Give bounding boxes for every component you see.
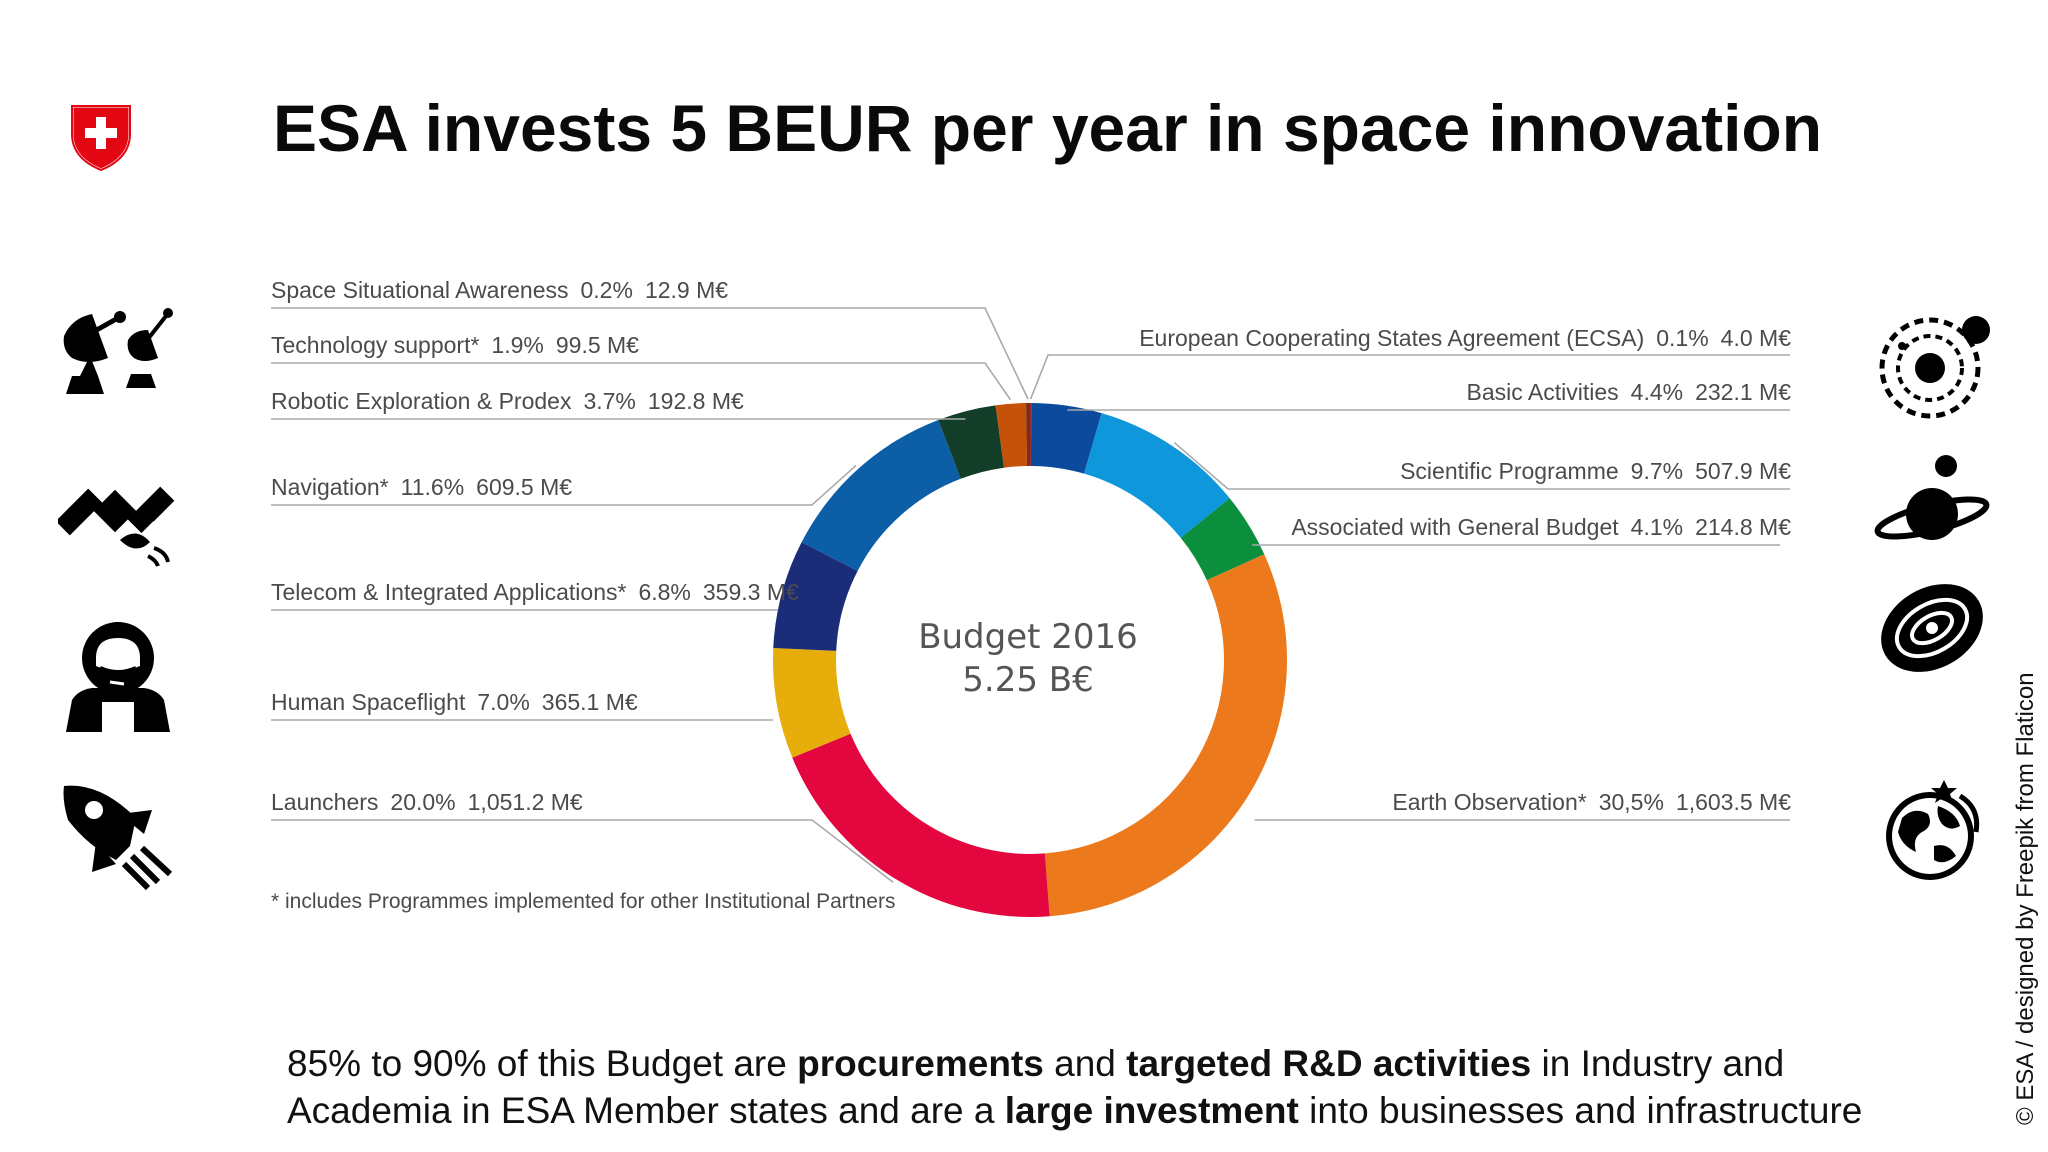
label-navigation: Navigation* 11.6% 609.5 M€	[271, 473, 572, 501]
label-earth-observation: Earth Observation* 30,5% 1,603.5 M€	[1392, 788, 1791, 816]
label-name: Scientific Programme	[1400, 458, 1619, 484]
label-amount: 365.1 M€	[541, 689, 638, 715]
summary-text: 85% to 90% of this Budget are procuremen…	[287, 1040, 1967, 1134]
label-name: Technology support*	[271, 332, 480, 358]
donut-slice-earth-observation	[1044, 554, 1287, 917]
leader-line-european-cooperating-states-agreement-ecsa	[1029, 354, 1790, 400]
planet-icon	[1874, 455, 1990, 540]
label-name: Associated with General Budget	[1291, 514, 1619, 540]
label-name: Basic Activities	[1466, 379, 1619, 405]
page-title: ESA invests 5 BEUR per year in space inn…	[273, 91, 1823, 165]
label-amount: 192.8 M€	[647, 388, 744, 414]
label-amount: 507.9 M€	[1695, 458, 1791, 484]
label-amount: 1,051.2 M€	[467, 789, 583, 815]
label-percent: 0.1%	[1656, 325, 1709, 351]
donut-slice-human-spaceflight	[773, 647, 851, 758]
donut-slice-robotic-exploration-prodex	[938, 405, 1004, 479]
leader-line-technology-support	[271, 362, 1012, 401]
label-associated-general-budget: Associated with General Budget 4.1% 214.8 …	[1291, 513, 1791, 541]
earth-orbit-icon	[1886, 780, 1980, 880]
chart-footnote: * includes Programmes implemented for ot…	[271, 890, 896, 913]
satellite-dish-icon	[63, 308, 173, 394]
label-amount: 359.3 M€	[702, 579, 799, 605]
leader-line-navigation	[271, 464, 857, 506]
summary-text-part: Academia in ESA Member states and are a	[287, 1090, 1005, 1131]
donut-slice-telecom-integrated-applications	[773, 542, 858, 651]
label-amount: 609.5 M€	[476, 474, 573, 500]
label-amount: 232.1 M€	[1695, 379, 1791, 405]
label-human-spaceflight: Human Spaceflight 7.0% 365.1 M€	[271, 688, 638, 716]
label-amount: 12.9 M€	[644, 277, 729, 303]
galaxy-icon	[1881, 584, 1983, 672]
image-credit: © ESA / designed by Freepik from Flatico…	[2012, 672, 2039, 1125]
summary-text-part: into businesses and infrastructure	[1298, 1090, 1863, 1131]
chart-center-line1: Budget 2016	[918, 617, 1138, 657]
donut-slice-technology-support	[995, 403, 1028, 468]
label-name: Launchers	[271, 789, 379, 815]
label-percent: 0.2%	[580, 277, 633, 303]
label-amount: 99.5 M€	[555, 332, 639, 358]
summary-bold-part: targeted R&D activities	[1126, 1043, 1532, 1084]
label-telecom: Telecom & Integrated Applications* 6.8% 35…	[271, 578, 799, 606]
label-percent: 4.1%	[1630, 514, 1684, 540]
summary-text-part: in Industry and	[1531, 1043, 1785, 1084]
summary-line-2: Academia in ESA Member states and are a …	[287, 1087, 1967, 1134]
summary-line-1: 85% to 90% of this Budget are procuremen…	[287, 1040, 1967, 1087]
label-percent: 11.6%	[400, 474, 465, 500]
donut-slice-navigation	[801, 419, 961, 571]
label-percent: 4.4%	[1630, 379, 1684, 405]
donut-slice-space-situational-awareness	[1026, 403, 1030, 467]
label-technology-support: Technology support* 1.9% 99.5 M€	[271, 331, 639, 359]
label-space-situational-awareness: Space Situational Awareness 0.2% 12.9 M€	[271, 276, 728, 304]
astronaut-icon	[66, 622, 170, 732]
summary-text-part: 85% to 90% of this Budget are	[287, 1043, 798, 1084]
label-basic-activities: Basic Activities 4.4% 232.1 M€	[1467, 378, 1791, 406]
leader-line-space-situational-awareness	[271, 307, 1029, 400]
label-percent: 6.8%	[638, 579, 691, 605]
solar-system-icon	[1879, 316, 1990, 419]
summary-text-part: and	[1043, 1043, 1127, 1084]
label-name: Earth Observation*	[1392, 789, 1587, 815]
label-percent: 9.7%	[1630, 458, 1684, 484]
chart-center-line2: 5.25 B€	[962, 660, 1094, 700]
label-percent: 20.0%	[390, 789, 456, 815]
label-amount: 214.8 M€	[1695, 514, 1791, 540]
label-name: Telecom & Integrated Applications*	[271, 579, 627, 605]
label-amount: 1,603.5 M€	[1675, 789, 1791, 815]
summary-bold-part: large investment	[1004, 1090, 1299, 1131]
donut-slice-launchers	[792, 733, 1050, 917]
donut-slice-associated-with-general-budget	[1180, 498, 1265, 581]
label-name: Human Spaceflight	[271, 689, 466, 715]
summary-bold-part: procurements	[797, 1043, 1044, 1084]
label-name: Navigation*	[271, 474, 389, 500]
label-percent: 1.9%	[491, 332, 544, 358]
label-name: European Cooperating States Agreement (E…	[1139, 325, 1645, 351]
label-percent: 7.0%	[477, 689, 530, 715]
rocket-icon	[63, 785, 173, 891]
label-ecsa: European Cooperating States Agreement (E…	[1139, 324, 1791, 352]
label-launchers: Launchers 20.0% 1,051.2 M€	[271, 788, 583, 816]
label-name: Space Situational Awareness	[271, 277, 569, 303]
donut-slice-scientific-programme	[1084, 413, 1230, 538]
donut-slice-basic-activities	[1030, 403, 1102, 474]
label-percent: 30,5%	[1598, 789, 1664, 815]
label-amount: 4.0 M€	[1720, 325, 1791, 351]
donut-slice-european-cooperating-states-agreement-ecsa	[1030, 403, 1032, 467]
label-name: Robotic Exploration & Prodex	[271, 388, 572, 414]
satellite-icon	[58, 481, 175, 567]
label-percent: 3.7%	[583, 388, 636, 414]
swiss-shield-icon	[70, 104, 132, 172]
leader-line-launchers	[271, 819, 894, 883]
label-scientific-programme: Scientific Programme 9.7% 507.9 M€	[1400, 457, 1791, 485]
label-robotic-exploration: Robotic Exploration & Prodex 3.7% 192.8 M€	[271, 387, 744, 415]
leader-line-scientific-programme	[1173, 441, 1790, 490]
